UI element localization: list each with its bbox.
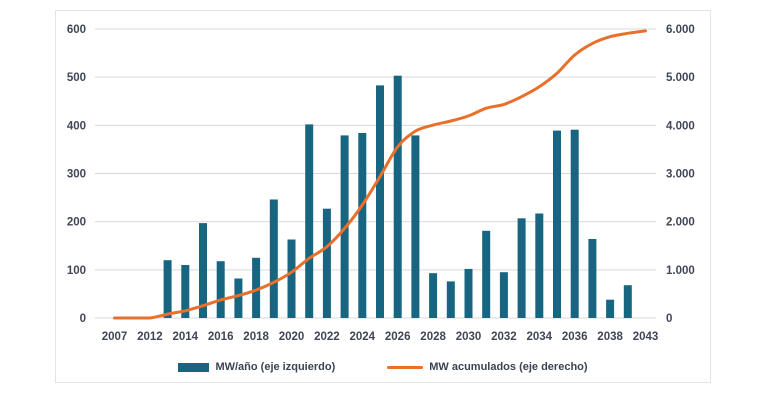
bar-2017 <box>234 278 243 318</box>
bar-2019 <box>269 199 278 318</box>
x-axis-tick: 2007 <box>102 331 128 343</box>
bar-2026 <box>393 75 402 318</box>
left-axis-tick: 100 <box>67 265 86 277</box>
bar-2038 <box>606 299 615 318</box>
right-axis-tick: 2.000 <box>666 217 695 229</box>
x-axis-ticks: 2007 2012 2014 2016 2018 2020 2022 2024 2026 2028… <box>102 331 659 343</box>
bar-series-label: MW/año (eje izquierdo) <box>215 361 336 373</box>
bar-2021 <box>305 124 314 319</box>
right-axis-tick: 5.000 <box>666 72 695 84</box>
line-series-label: MW acumulados (eje derecho) <box>429 361 588 373</box>
right-axis-ticks: 0 1.000 2.000 3.000 4.000 5.000 6.000 <box>666 24 695 325</box>
bar-2020 <box>287 239 296 318</box>
x-axis-tick: 2030 <box>456 331 482 343</box>
left-axis-tick: 200 <box>67 217 86 229</box>
bar-2036 <box>570 129 579 318</box>
x-axis-tick: 2038 <box>597 331 623 343</box>
bar-2016 <box>216 261 225 318</box>
bar-2024 <box>358 133 367 318</box>
x-axis-tick: 2020 <box>279 331 305 343</box>
left-axis-tick: 400 <box>67 120 86 132</box>
bar-2022 <box>322 208 331 318</box>
line-series-swatch-icon <box>387 365 424 369</box>
right-axis-tick: 6.000 <box>666 24 695 36</box>
bar-series <box>163 75 632 319</box>
left-axis-ticks: 0 100 200 300 400 500 600 <box>67 24 86 325</box>
bar-2030 <box>464 268 473 318</box>
x-axis-tick: 2036 <box>562 331 588 343</box>
bar-2025 <box>376 85 384 319</box>
bar-slot-29 <box>623 285 632 318</box>
bar-series-swatch-icon <box>178 362 210 372</box>
x-axis-tick: 2024 <box>350 331 376 343</box>
x-axis-tick: 2012 <box>137 331 163 343</box>
legend-item-bars: MW/año (eje izquierdo) <box>178 361 335 373</box>
bar-2035 <box>553 130 561 318</box>
left-axis-tick: 500 <box>67 72 86 84</box>
x-axis-tick: 2014 <box>173 331 199 343</box>
bar-2037 <box>588 239 597 318</box>
x-axis-tick: 2018 <box>243 331 269 343</box>
x-axis-tick: 2043 <box>633 331 659 343</box>
bar-2034 <box>535 213 544 318</box>
bar-2029 <box>446 281 455 318</box>
bar-2027 <box>411 135 420 318</box>
x-axis-tick: 2028 <box>420 331 446 343</box>
bar-2032 <box>499 272 508 318</box>
bar-2031 <box>482 230 491 318</box>
x-axis-tick: 2022 <box>314 331 340 343</box>
bar-2014 <box>181 265 190 318</box>
bar-2033 <box>517 218 526 318</box>
left-axis-tick: 0 <box>80 313 86 325</box>
x-axis-tick: 2026 <box>385 331 411 343</box>
bar-2018 <box>252 257 261 318</box>
x-axis-tick: 2016 <box>208 331 234 343</box>
bar-2028 <box>429 273 438 318</box>
right-axis-tick: 0 <box>666 313 672 325</box>
cumulative-line <box>113 29 647 320</box>
left-axis-tick: 300 <box>67 169 86 181</box>
chart-legend: MW/año (eje izquierdo) MW acumulados (ej… <box>55 356 711 378</box>
right-axis-tick: 1.000 <box>666 265 695 277</box>
x-axis-tick: 2032 <box>491 331 517 343</box>
x-axis-tick: 2034 <box>527 331 553 343</box>
bar-2015 <box>199 223 207 318</box>
right-axis-tick: 3.000 <box>666 169 695 181</box>
legend-item-line: MW acumulados (eje derecho) <box>387 361 588 373</box>
left-axis-tick: 600 <box>67 24 86 36</box>
right-axis-tick: 4.000 <box>666 120 695 132</box>
bar-2013 <box>163 260 172 318</box>
